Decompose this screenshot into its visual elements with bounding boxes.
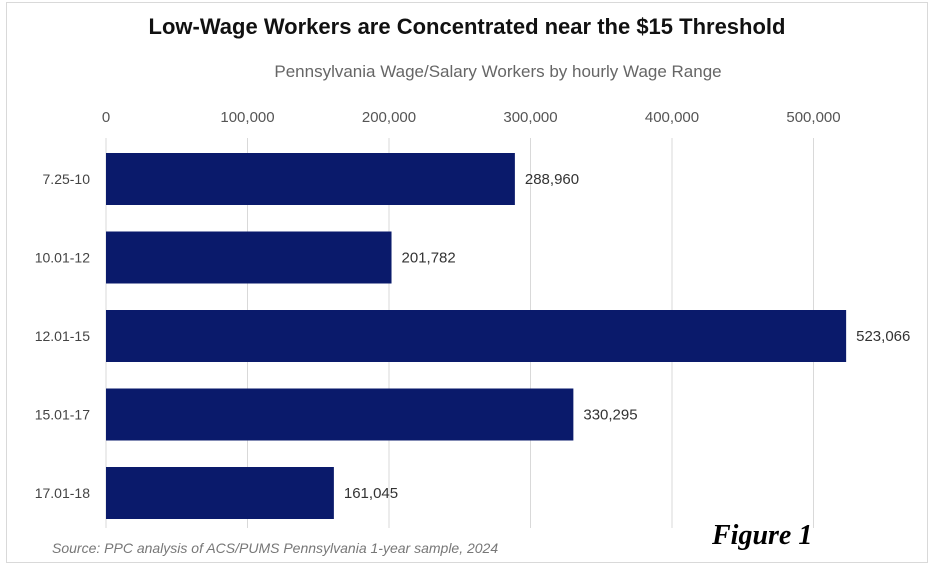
bar bbox=[106, 467, 334, 519]
x-tick-label: 100,000 bbox=[220, 109, 274, 126]
x-tick-label: 500,000 bbox=[786, 109, 840, 126]
x-tick-label: 300,000 bbox=[503, 109, 557, 126]
x-tick-label: 0 bbox=[102, 109, 110, 126]
data-label: 161,045 bbox=[344, 485, 398, 502]
x-tick-label: 400,000 bbox=[645, 109, 699, 126]
data-label: 201,782 bbox=[402, 250, 456, 267]
x-tick-label: 200,000 bbox=[362, 109, 416, 126]
bar bbox=[106, 388, 574, 441]
bar bbox=[106, 153, 515, 205]
category-label: 7.25-10 bbox=[43, 171, 91, 187]
category-label: 17.01-18 bbox=[35, 485, 90, 501]
figure-label: Figure 1 bbox=[712, 520, 813, 551]
data-label: 523,066 bbox=[856, 328, 910, 345]
category-label: 10.01-12 bbox=[35, 250, 90, 266]
bar bbox=[106, 310, 847, 362]
category-label: 12.01-15 bbox=[35, 328, 90, 344]
source-note: Source: PPC analysis of ACS/PUMS Pennsyl… bbox=[52, 540, 499, 556]
data-label: 288,960 bbox=[525, 171, 579, 188]
bar bbox=[106, 231, 392, 284]
chart-subtitle: Pennsylvania Wage/Salary Workers by hour… bbox=[274, 62, 722, 81]
data-label: 330,295 bbox=[583, 407, 637, 424]
category-label: 15.01-17 bbox=[35, 407, 90, 423]
chart-title: Low-Wage Workers are Concentrated near t… bbox=[148, 14, 786, 39]
